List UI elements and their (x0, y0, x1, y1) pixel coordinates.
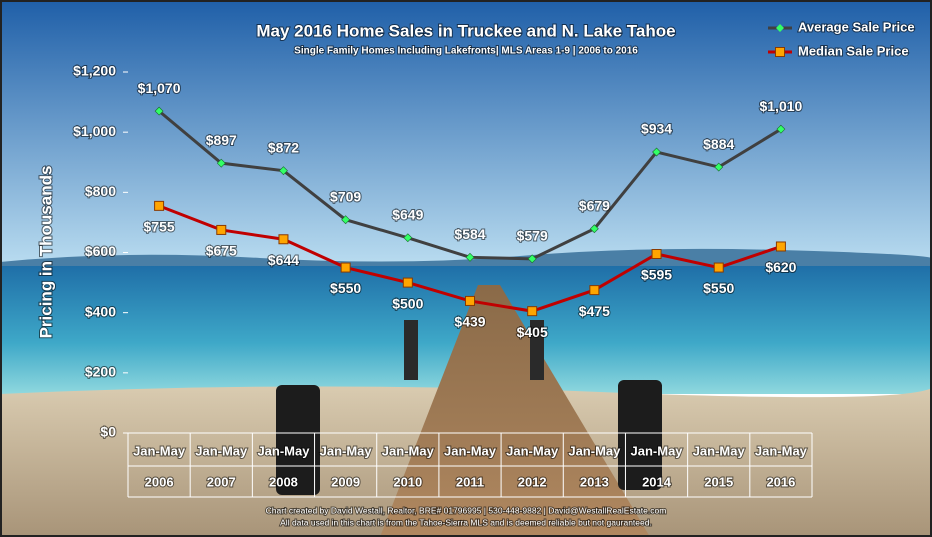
data-label: $595 (641, 267, 672, 283)
data-label: $1,010 (759, 98, 802, 114)
point (216, 224, 227, 235)
data-label: $584 (454, 226, 485, 242)
point (589, 285, 600, 296)
point (714, 162, 724, 172)
data-label: $405 (517, 324, 548, 340)
data-label: $620 (765, 259, 796, 275)
x-tick-label: Jan-May (444, 443, 497, 458)
x-tick-label: Jan-May (755, 443, 808, 458)
legend-label: Median Sale Price (798, 43, 909, 58)
point (652, 147, 661, 157)
x-tick-label: Jan-May (195, 443, 248, 458)
point (465, 252, 475, 262)
point (776, 124, 786, 134)
data-label: $439 (454, 314, 485, 330)
x-tick-label: Jan-May (693, 443, 746, 458)
x-tick-label: 2009 (331, 474, 360, 489)
data-label: $475 (579, 303, 610, 319)
data-label: $709 (330, 188, 361, 204)
data-label: $934 (641, 121, 672, 137)
footer-credit: Chart created by David Westall, Realtor,… (266, 505, 667, 515)
point (589, 224, 599, 234)
point (651, 249, 662, 260)
x-tick-label: 2010 (393, 474, 422, 489)
chart-subtitle: Single Family Homes Including Lakefronts… (294, 46, 638, 57)
x-tick-label: Jan-May (568, 443, 621, 458)
x-tick-label: 2016 (766, 474, 795, 489)
x-tick-label: 2014 (642, 474, 672, 489)
point (527, 306, 538, 317)
legend-marker (776, 24, 784, 32)
legend-marker (775, 47, 785, 57)
data-label: $675 (206, 243, 237, 259)
y-tick-label: $0 (100, 424, 116, 440)
x-tick-label: 2013 (580, 474, 609, 489)
x-tick-label: Jan-May (506, 443, 559, 458)
x-tick-label: Jan-May (320, 443, 373, 458)
data-label: $884 (703, 136, 734, 152)
data-label: $897 (206, 132, 237, 148)
y-tick-label: $1,200 (73, 63, 116, 79)
y-tick-label: $800 (85, 183, 116, 199)
data-label: $649 (392, 206, 423, 222)
footer-disclaimer: All data used in this chart is from the … (280, 517, 652, 527)
x-tick-label: Jan-May (133, 443, 186, 458)
data-label: $500 (392, 295, 423, 311)
point (154, 106, 164, 116)
point (279, 166, 288, 176)
point (527, 254, 537, 264)
point (278, 234, 289, 245)
data-label: $644 (268, 252, 299, 268)
point (713, 262, 724, 273)
x-tick-label: 2007 (207, 474, 236, 489)
x-tick-label: 2011 (456, 474, 484, 489)
y-tick-label: $600 (85, 243, 116, 259)
x-tick-label: 2008 (269, 474, 298, 489)
y-tick-label: $1,000 (73, 123, 116, 139)
point (403, 233, 413, 243)
data-label: $550 (703, 280, 734, 296)
data-label: $872 (268, 139, 299, 155)
point (341, 215, 351, 225)
point (775, 241, 786, 252)
x-tick-label: Jan-May (382, 443, 435, 458)
point (154, 200, 165, 211)
data-label: $550 (330, 280, 361, 296)
point (340, 262, 351, 273)
x-tick-label: 2006 (145, 474, 174, 489)
y-axis-title: Pricing in Thousands (36, 166, 55, 339)
data-label: $579 (517, 228, 548, 244)
x-tick-label: Jan-May (631, 443, 684, 458)
x-tick-label: 2015 (704, 474, 733, 489)
point (402, 277, 413, 288)
legend-label: Average Sale Price (798, 19, 915, 34)
data-label: $679 (579, 197, 610, 213)
y-tick-label: $200 (85, 364, 116, 380)
point (465, 295, 475, 306)
chart-title: May 2016 Home Sales in Truckee and N. La… (256, 21, 675, 40)
data-label: $755 (144, 219, 175, 235)
point (216, 158, 226, 168)
data-label: $1,070 (138, 80, 181, 96)
x-tick-label: 2012 (518, 474, 547, 489)
x-tick-label: Jan-May (257, 443, 310, 458)
y-tick-label: $400 (85, 303, 116, 319)
